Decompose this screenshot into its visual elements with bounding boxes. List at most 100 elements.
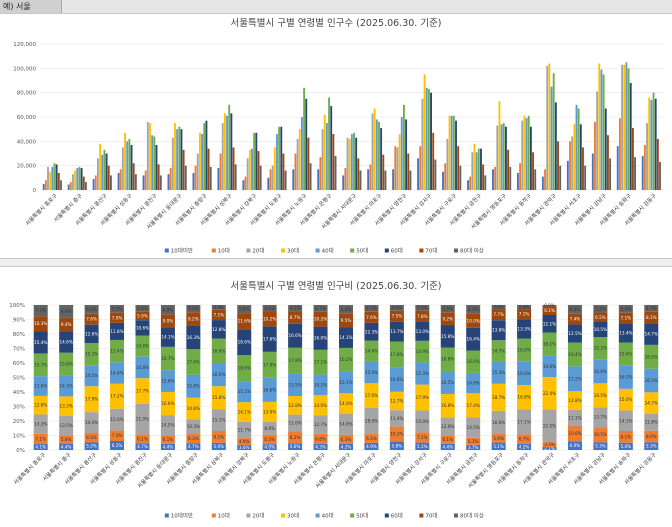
bar-21-7 xyxy=(554,102,557,190)
bar-5-7 xyxy=(155,144,158,190)
chart-panel-population[interactable]: 서울특별시 구별 연령별 인구수 (2025.06.30. 기준) 0 20,000… xyxy=(0,14,672,259)
chart-panel-ratio[interactable]: 서울특별시 구별 연령별 인구비 (2025.06.30. 기준) 0% 10% 20… xyxy=(0,266,672,527)
legend-label-5: 40대 xyxy=(322,247,334,255)
bar-segment-10-1 xyxy=(262,444,277,450)
bar-12-5 xyxy=(325,123,328,190)
bar-20-4 xyxy=(523,115,526,190)
legend-swatch-5 xyxy=(315,513,320,518)
bar-15-8 xyxy=(407,153,410,190)
bar-segment-15-7 xyxy=(389,321,404,342)
bar-segment-5-6 xyxy=(135,335,150,357)
bar-24-1 xyxy=(616,146,619,190)
bar-7-8 xyxy=(207,148,210,190)
bar-3-5 xyxy=(101,154,104,190)
data-label-24-9: 5.4% xyxy=(621,306,632,311)
data-label-24-8: 7.1% xyxy=(621,315,632,320)
bar-11-9 xyxy=(309,163,312,190)
data-label-6-6: 16.7% xyxy=(161,356,174,361)
data-label-13-7: 14.1% xyxy=(339,335,352,340)
data-label-12-9: 4.7% xyxy=(315,306,326,311)
bar-segment-8-5 xyxy=(211,363,226,387)
bar-segment-12-5 xyxy=(313,374,328,396)
bar-segment-15-1 xyxy=(389,441,404,450)
bar-18-3 xyxy=(471,152,474,190)
bar-segment-3-8 xyxy=(84,313,99,325)
bar-segment-2-8 xyxy=(59,317,74,332)
data-label-25-3: 11.8% xyxy=(645,420,658,425)
bar-4-8 xyxy=(132,163,135,190)
bar-16-4 xyxy=(423,74,426,190)
data-label-10-2: 6.5% xyxy=(264,437,275,442)
bar-9-1 xyxy=(242,180,245,190)
bar-segment-17-1 xyxy=(440,443,455,450)
data-label-2-7: 14.6% xyxy=(60,340,73,345)
bar-segment-2-3 xyxy=(59,415,74,436)
data-label-20-4: 16.8% xyxy=(517,395,530,400)
legend-label-3: 20대 xyxy=(252,247,264,255)
legend-swatch-4 xyxy=(281,513,285,518)
bar-segment-7-1 xyxy=(186,443,201,450)
bar-segment-17-2 xyxy=(440,435,455,444)
bar-18-4 xyxy=(473,143,476,190)
data-label-8-3: 15.1% xyxy=(212,418,225,423)
data-label-18-5: 14.6% xyxy=(467,381,480,386)
bar-segment-18-3 xyxy=(466,417,481,438)
bar-16-7 xyxy=(430,92,432,190)
data-label-7-6: 17.6% xyxy=(187,359,200,364)
data-label-17-8: 9.2% xyxy=(442,317,453,322)
bar-25-2 xyxy=(643,144,646,190)
legend-swatch-4 xyxy=(281,248,285,253)
bar-13-7 xyxy=(355,137,358,190)
bar-segment-4-4 xyxy=(110,383,125,409)
bar-segment-7-3 xyxy=(186,419,201,435)
data-label-10-9: 4.5% xyxy=(264,306,275,311)
bar-segment-15-5 xyxy=(389,367,404,392)
bar-13-9 xyxy=(359,170,362,190)
bar-17-7 xyxy=(455,120,457,190)
data-label-13-5: 15.1% xyxy=(339,380,352,385)
bar-13-8 xyxy=(357,158,360,190)
data-label-8-2: 8.1% xyxy=(213,434,224,439)
bar-5-1 xyxy=(142,175,145,190)
bar-20-5 xyxy=(525,118,528,190)
bar-segment-23-3 xyxy=(593,407,608,428)
bar-segment-13-6 xyxy=(339,347,353,372)
bar-segment-1-7 xyxy=(33,331,48,354)
bar-segment-22-7 xyxy=(567,324,582,343)
bar-segment-12-1 xyxy=(313,443,328,450)
bar-segment-18-9 xyxy=(466,305,481,314)
data-label-10-1: 4.0% xyxy=(264,445,275,450)
bar-22-8 xyxy=(582,147,584,190)
bar-4-9 xyxy=(134,174,137,190)
bar-segment-9-1 xyxy=(237,444,252,450)
bar-segment-25-3 xyxy=(644,413,659,431)
bar-segment-16-7 xyxy=(415,321,430,341)
y-tick-3: 40,000 xyxy=(17,139,37,145)
bar-segment-13-7 xyxy=(339,327,353,348)
y-tick-4: 30% xyxy=(13,405,25,411)
legend-label-7: 60대 xyxy=(391,247,403,255)
legend-swatch-3 xyxy=(246,513,251,518)
data-label-9-4: 14.1% xyxy=(238,410,251,415)
data-label-4-7: 11.8% xyxy=(110,329,123,334)
bar-12-1 xyxy=(317,169,320,190)
bar-2-9 xyxy=(85,182,87,190)
ratio-stacked-bar-chart: 서울특별시 구별 연령별 인구비 (2025.06.30. 기준) 0% 10% 20… xyxy=(9,280,664,520)
bar-19-1 xyxy=(492,169,494,190)
bar-12-2 xyxy=(319,157,322,190)
bar-segment-20-5 xyxy=(517,361,532,386)
bar-segment-9-4 xyxy=(237,402,252,422)
bar-segment-20-1 xyxy=(517,443,532,450)
data-label-11-9: 4.2% xyxy=(290,306,301,311)
y-tick-11: 100% xyxy=(9,303,25,309)
bar-10-9 xyxy=(284,170,287,190)
bar-segment-25-6 xyxy=(644,344,659,369)
bar-1-2 xyxy=(44,180,47,190)
data-label-6-9: 6.9% xyxy=(163,307,174,312)
data-label-13-3: 14.6% xyxy=(339,422,352,427)
cell-reference-box[interactable]: 예) 서울 xyxy=(0,0,62,13)
legend-swatch-8 xyxy=(419,513,424,518)
bar-16-1 xyxy=(417,158,420,190)
data-label-4-8: 7.0% xyxy=(112,315,123,320)
bar-12-4 xyxy=(323,114,326,190)
